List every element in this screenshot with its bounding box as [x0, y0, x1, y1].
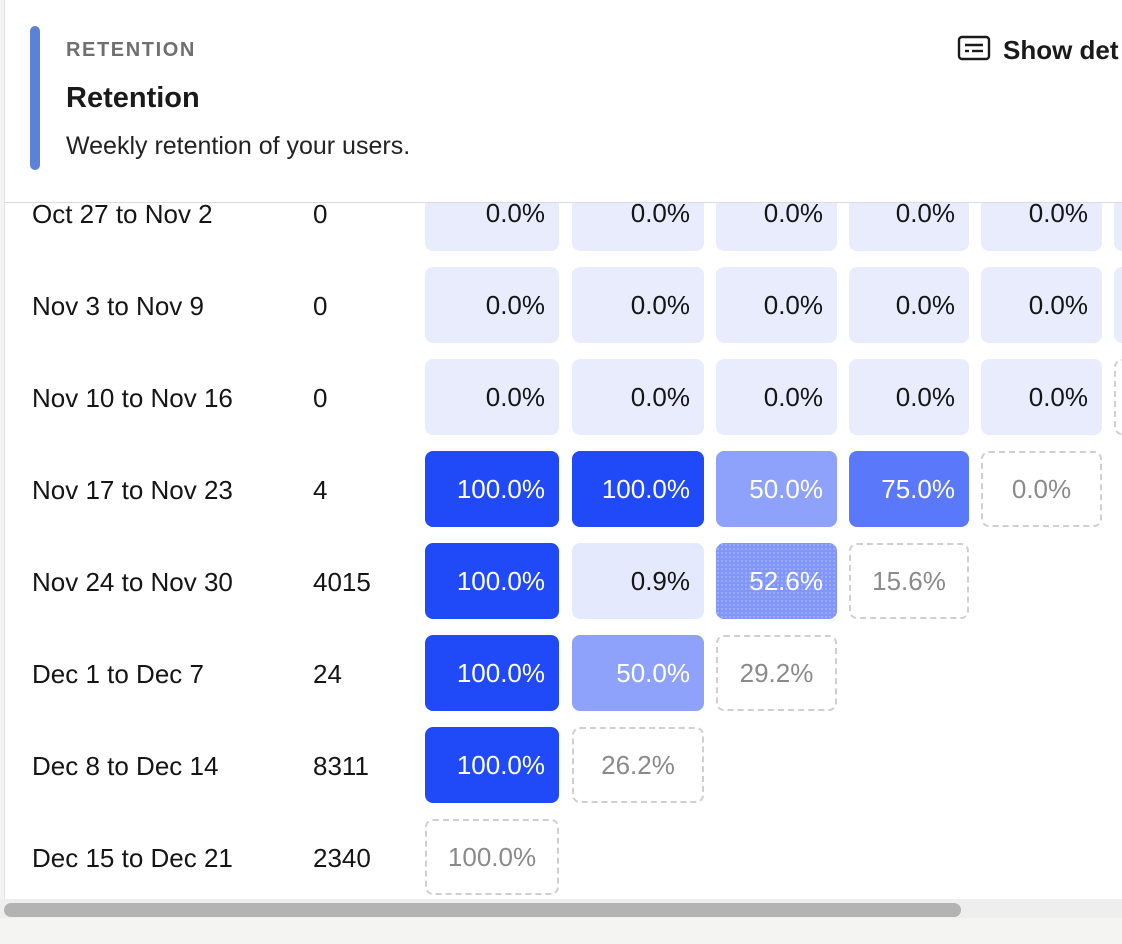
- show-details-button[interactable]: Show det: [957, 34, 1119, 67]
- retention-cell-partial[interactable]: 29.2%: [716, 635, 837, 711]
- retention-cell[interactable]: 50.0%: [716, 451, 837, 527]
- retention-cell[interactable]: 100.0%: [425, 451, 559, 527]
- row-date-range: Dec 8 to Dec 14: [32, 751, 219, 781]
- retention-cell[interactable]: 100.0%: [425, 635, 559, 711]
- retention-cell[interactable]: 50.0%: [572, 635, 704, 711]
- row-date-range: Dec 1 to Dec 7: [32, 659, 204, 689]
- retention-card: Oct 27 to Nov 2 0 0.0% 0.0% 0.0% 0.0% 0.…: [4, 0, 1122, 918]
- retention-cell[interactable]: 100.0%: [572, 451, 704, 527]
- retention-cell-overflow[interactable]: [1114, 359, 1122, 435]
- retention-cell[interactable]: 0.0%: [425, 359, 559, 435]
- retention-cell[interactable]: 0.0%: [716, 359, 837, 435]
- table-row: Dec 8 to Dec 14 8311 100.0% 26.2%: [5, 726, 1122, 806]
- retention-cell[interactable]: 100.0%: [425, 727, 559, 803]
- retention-cell[interactable]: 0.0%: [981, 359, 1102, 435]
- card-title: Retention: [66, 82, 200, 114]
- retention-cell[interactable]: 52.6%: [716, 543, 837, 619]
- retention-cell-overflow[interactable]: [1114, 175, 1122, 251]
- retention-cell-partial[interactable]: 26.2%: [572, 727, 704, 803]
- row-date-range: Nov 3 to Nov 9: [32, 291, 204, 321]
- table-row: Nov 17 to Nov 23 4 100.0% 100.0% 50.0% 7…: [5, 450, 1122, 530]
- row-cohort-size: 4015: [313, 567, 371, 597]
- table-row: Nov 3 to Nov 9 0 0.0% 0.0% 0.0% 0.0% 0.0…: [5, 266, 1122, 346]
- show-details-label: Show det: [1003, 35, 1119, 65]
- row-date-range: Nov 17 to Nov 23: [32, 475, 233, 505]
- row-date-range: Nov 24 to Nov 30: [32, 567, 233, 597]
- table-row: Nov 24 to Nov 30 4015 100.0% 0.9% 52.6% …: [5, 542, 1122, 622]
- scrollbar-thumb[interactable]: [4, 903, 961, 917]
- table-row: Dec 15 to Dec 21 2340 100.0%: [5, 818, 1122, 898]
- card-subtitle: Weekly retention of your users.: [66, 132, 411, 160]
- retention-cell[interactable]: 0.9%: [572, 543, 704, 619]
- retention-cell[interactable]: 0.0%: [849, 359, 969, 435]
- row-cohort-size: 4: [313, 475, 328, 505]
- retention-cell[interactable]: 0.0%: [849, 267, 969, 343]
- retention-cell-partial[interactable]: 15.6%: [849, 543, 969, 619]
- row-cohort-size: 2340: [313, 843, 371, 873]
- row-date-range: Dec 15 to Dec 21: [32, 843, 233, 873]
- retention-cell[interactable]: 0.0%: [425, 267, 559, 343]
- row-cohort-size: 8311: [313, 751, 369, 781]
- row-cohort-size: 0: [313, 383, 328, 413]
- table-row: Nov 10 to Nov 16 0 0.0% 0.0% 0.0% 0.0% 0…: [5, 358, 1122, 438]
- row-date-range: Nov 10 to Nov 16: [32, 383, 233, 413]
- accent-bar: [30, 26, 40, 170]
- row-cohort-size: 0: [313, 199, 328, 229]
- retention-cell-partial[interactable]: 100.0%: [425, 819, 559, 895]
- retention-cell-overflow[interactable]: [1114, 267, 1122, 343]
- retention-cell-partial[interactable]: 0.0%: [981, 451, 1102, 527]
- retention-cell[interactable]: 0.0%: [572, 359, 704, 435]
- row-date-range: Oct 27 to Nov 2: [32, 199, 213, 229]
- retention-cell[interactable]: 0.0%: [981, 267, 1102, 343]
- section-eyebrow: RETENTION: [66, 39, 196, 61]
- retention-cell[interactable]: 0.0%: [716, 267, 837, 343]
- row-cohort-size: 0: [313, 291, 328, 321]
- details-panel-icon: [957, 34, 991, 67]
- row-cohort-size: 24: [313, 659, 342, 689]
- retention-cell[interactable]: 75.0%: [849, 451, 969, 527]
- retention-cell[interactable]: 100.0%: [425, 543, 559, 619]
- table-row: Dec 1 to Dec 7 24 100.0% 50.0% 29.2%: [5, 634, 1122, 714]
- card-header: RETENTION Retention Weekly retention of …: [5, 0, 1122, 203]
- retention-cell[interactable]: 0.0%: [572, 267, 704, 343]
